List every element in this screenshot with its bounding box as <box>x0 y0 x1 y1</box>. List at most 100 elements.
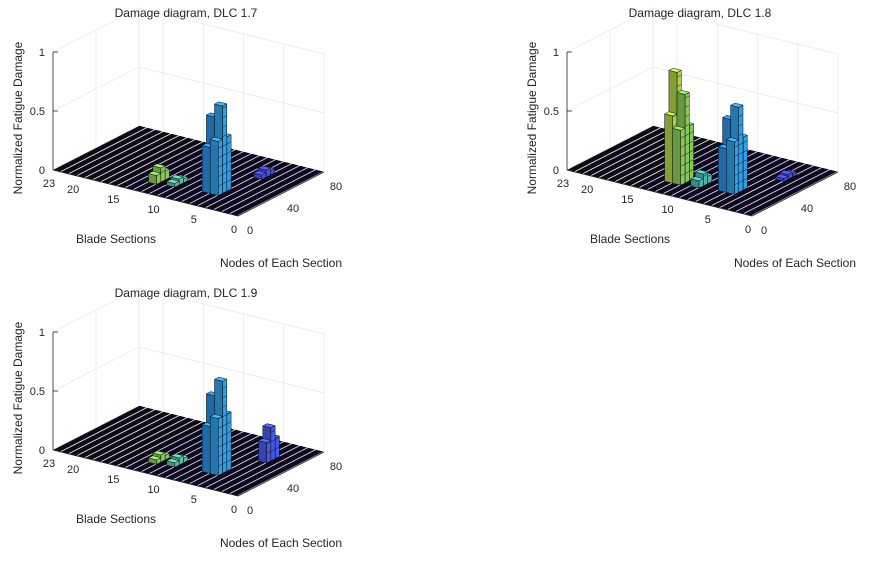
section-strip-line <box>84 133 172 178</box>
section-strip-line <box>60 127 148 172</box>
section-strip-line <box>101 137 188 182</box>
z-axis-label: Normalized Fatigue Damage <box>11 41 25 194</box>
section-strip-line <box>125 423 212 468</box>
damage-bar-level <box>684 161 690 165</box>
damage-bar-level <box>738 123 744 127</box>
damage-bar-level <box>738 152 744 155</box>
section-strip-line <box>237 171 325 216</box>
damage-bar-level <box>680 154 686 158</box>
damage-bar-level <box>218 164 223 168</box>
damage-bar <box>257 438 272 464</box>
section-strip-line <box>574 127 662 172</box>
damage-bar-level <box>226 412 232 415</box>
damage-bar-level <box>689 140 694 144</box>
damage-bar-level <box>680 163 686 167</box>
y-axis-line <box>751 171 839 217</box>
section-strip-line <box>237 451 325 496</box>
damage-bar-level <box>226 160 232 164</box>
damage-bar-level <box>738 133 744 136</box>
section-strip-line <box>52 405 140 450</box>
y-tick-label: 80 <box>330 461 342 473</box>
x-axis-label: Blade Sections <box>76 232 156 246</box>
damage-bar-level <box>218 174 223 177</box>
damage-bar-face <box>160 165 166 183</box>
damage-bar-level <box>222 181 227 185</box>
damage-bar-level <box>742 168 748 172</box>
damage-bar <box>147 455 162 465</box>
section-strip-line <box>84 413 172 458</box>
z-tick-label: 0.5 <box>544 106 559 118</box>
damage-bar-level <box>222 461 227 465</box>
section-strip-line <box>101 417 188 462</box>
damage-bar-face <box>738 104 744 193</box>
damage-bar-top <box>213 101 228 107</box>
damage-bar-level <box>226 459 232 462</box>
y-tick-label: 0 <box>761 225 767 237</box>
damage-bar-top <box>147 171 162 176</box>
x-axis-label: Blade Sections <box>76 512 156 526</box>
damage-bar-top <box>213 376 228 382</box>
damage-bar <box>690 176 705 189</box>
damage-bar-level <box>738 161 744 165</box>
damage-bar-top <box>779 170 794 175</box>
damage-bar-level <box>742 140 748 144</box>
y-tick-label: 80 <box>330 181 342 193</box>
damage-bar-side <box>209 139 219 196</box>
z-tick-label: 0 <box>39 165 45 177</box>
x-tick-label: 20 <box>67 184 79 196</box>
damage-bar-top <box>694 169 709 175</box>
damage-bar-level <box>222 124 227 128</box>
damage-bar-top <box>257 438 272 443</box>
z-tick-label: 0.5 <box>30 386 45 398</box>
damage-bar-level <box>738 114 744 117</box>
damage-bar-level <box>684 133 690 137</box>
damage-bar-level <box>218 183 223 187</box>
damage-bar-level <box>703 174 708 177</box>
damage-bar-level <box>222 105 227 109</box>
section-strip-line <box>590 131 678 176</box>
damage-bar-level <box>218 155 223 158</box>
damage-bar-level <box>222 433 227 436</box>
y-axis-label: Nodes of Each Section <box>734 256 856 270</box>
damage-bar-level <box>226 150 232 154</box>
damage-bar-level <box>218 145 223 149</box>
damage-bar-top <box>262 423 276 429</box>
damage-bar-side <box>664 113 673 184</box>
y-axis-label: Nodes of Each Section <box>220 536 342 550</box>
y-tick-label: 0 <box>247 505 253 517</box>
damage-bar-level <box>218 463 223 467</box>
damage-bar-level <box>222 153 227 156</box>
damage-bar-side <box>726 139 735 195</box>
damage-bar-level <box>689 131 694 134</box>
damage-bar <box>147 171 162 185</box>
z-tick-label: 1 <box>39 47 45 59</box>
section-strip-line <box>735 167 823 212</box>
damage-bar-level <box>266 451 271 454</box>
x-tick-label: 5 <box>191 494 197 506</box>
section-strip-line <box>52 125 140 170</box>
damage-bar <box>774 174 789 182</box>
section-strip-line <box>117 421 204 466</box>
x-tick-label: 15 <box>107 194 119 206</box>
damage-bar-level <box>226 169 232 173</box>
chart-title: Damage diagram, DLC 1.8 <box>629 6 772 20</box>
damage-bar-level <box>226 430 232 434</box>
damage-bar-level <box>742 159 748 162</box>
damage-bar-level <box>684 152 690 155</box>
damage-bar-top <box>257 165 272 171</box>
damage-bar-level <box>266 441 271 445</box>
damage-bar-level <box>222 172 227 175</box>
section-strip-line <box>229 169 317 214</box>
damage-bar-level <box>672 124 678 127</box>
section-strip-line <box>751 171 839 216</box>
damage-bar <box>165 458 180 468</box>
damage-bar-level <box>222 162 227 166</box>
gridline <box>652 66 839 114</box>
damage-bar-level <box>226 421 232 425</box>
damage-bar-level <box>738 180 744 184</box>
chart-title: Damage diagram, DLC 1.7 <box>115 6 258 20</box>
damage-bar-level <box>222 423 227 427</box>
damage-bar-face <box>734 139 739 195</box>
damage-bar-level <box>275 446 280 450</box>
